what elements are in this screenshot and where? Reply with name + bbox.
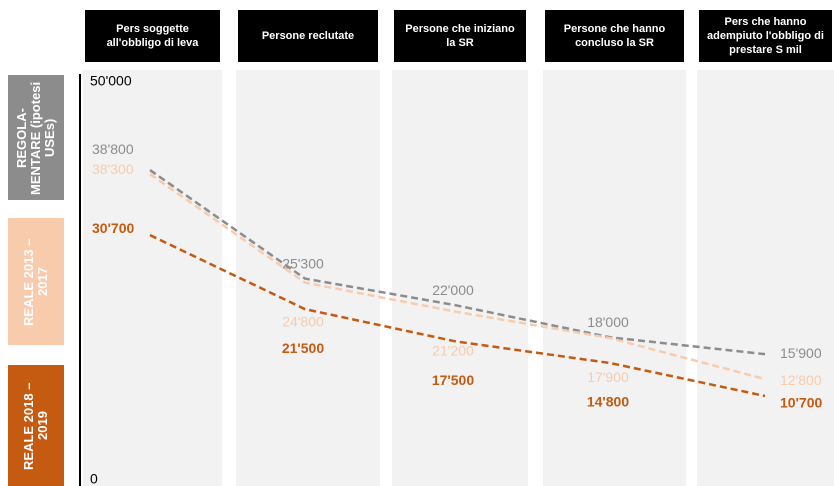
category-header: Persone che iniziano la SR [394,10,526,62]
value-label: 17'500 [432,372,474,388]
value-label: 24'800 [282,313,324,329]
value-label: 38'800 [92,141,134,157]
value-label: 30'700 [92,220,134,236]
value-label: 10'700 [780,395,822,411]
category-header: Persone reclutate [238,10,378,62]
legend-label: REALE 2013 – 2017 [21,237,50,326]
legend-label: REGOLA-MENTARE (ipotesi USEs) [14,80,57,195]
category-header: Pers soggette all'obbligo di leva [85,10,220,62]
column-background [83,70,222,486]
category-header: Persone che hanno concluso la SR [545,10,684,62]
value-label: 14'800 [587,394,629,410]
value-label: 17'900 [587,369,629,385]
category-header: Pers che hanno adempiuto l'obbligo di pr… [699,10,832,62]
legend-block: REALE 2013 – 2017 [8,218,64,345]
value-label: 21'500 [282,340,324,356]
value-label: 21'200 [432,342,474,358]
series-line [149,173,766,381]
legend-block: REGOLA-MENTARE (ipotesi USEs) [8,75,64,200]
value-label: 15'900 [780,345,822,361]
legend-label: REALE 2018 – 2019 [21,381,50,470]
column-background [392,70,528,486]
value-label: 12'800 [780,372,822,388]
y-tick-label: 0 [90,471,98,486]
column-background [697,70,834,486]
y-tick-label: 50'000 [90,73,132,89]
value-label: 38'300 [92,161,134,177]
value-label: 22'000 [432,282,474,298]
value-label: 25'300 [282,255,324,271]
value-label: 18'000 [587,314,629,330]
column-background [543,70,686,486]
series-line [149,234,766,398]
legend-block: REALE 2018 – 2019 [8,365,64,486]
series-line [149,169,766,356]
